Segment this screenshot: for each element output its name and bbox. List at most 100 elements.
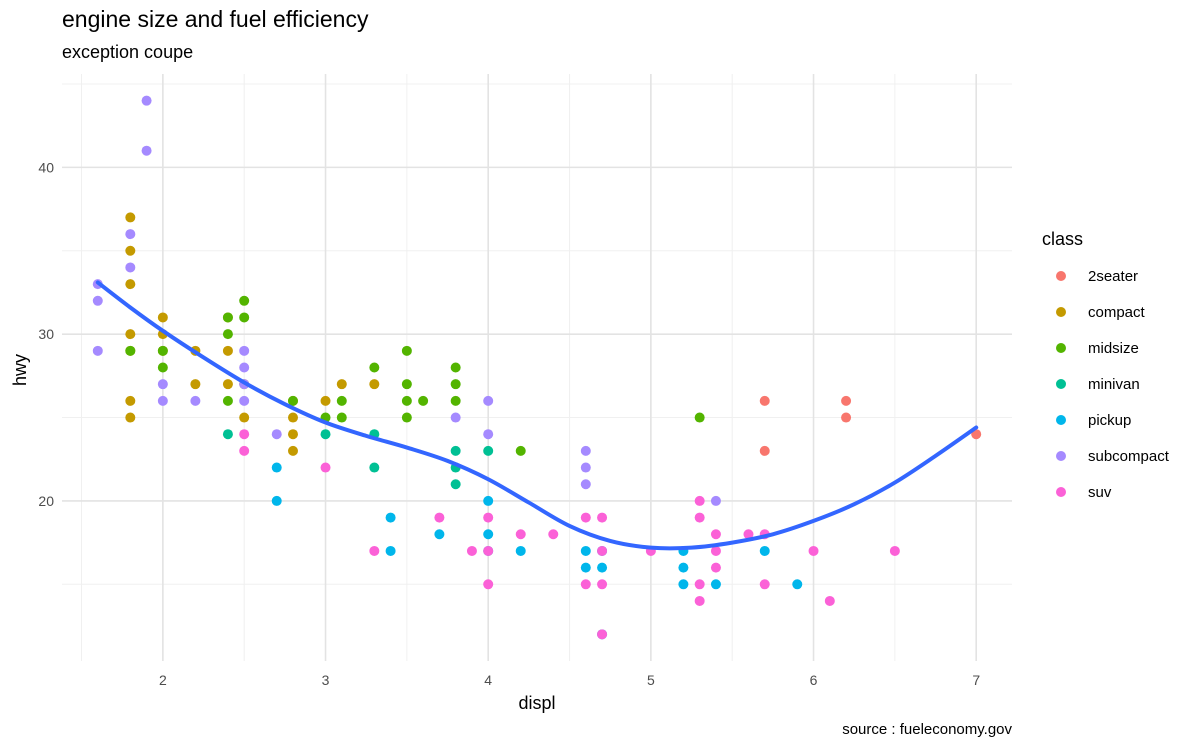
data-point-subcompact [125,229,136,240]
data-point-midsize [239,312,250,323]
data-point-pickup [385,512,396,523]
data-point-compact [190,379,201,390]
data-point-suv [239,445,250,456]
x-tick-label: 2 [159,672,167,688]
data-point-midsize [222,329,233,340]
legend-key-2seater [1056,271,1066,281]
data-point-compact [125,329,136,340]
data-point-suv [515,529,526,540]
data-point-midsize [369,362,380,373]
data-point-2seater [841,395,852,406]
data-point-suv [759,579,770,590]
data-point-pickup [271,495,282,506]
legend-label-2seater: 2seater [1088,268,1138,285]
data-point-midsize [157,362,168,373]
data-point-suv [808,545,819,556]
legend-key-midsize [1056,343,1066,353]
data-point-midsize [450,379,461,390]
data-point-suv [694,495,705,506]
data-point-pickup [385,545,396,556]
data-point-subcompact [580,479,591,490]
data-point-compact [287,445,298,456]
data-point-midsize [125,345,136,356]
data-point-suv [580,579,591,590]
data-point-subcompact [157,395,168,406]
data-point-midsize [401,395,412,406]
data-point-suv [743,529,754,540]
x-tick-label: 7 [972,672,980,688]
legend-label-compact: compact [1088,304,1146,321]
data-point-suv [369,545,380,556]
smooth-curve [95,280,979,551]
data-point-subcompact [141,95,152,106]
data-point-subcompact [710,495,721,506]
data-point-pickup [515,545,526,556]
data-point-midsize [401,345,412,356]
data-point-midsize [515,445,526,456]
data-point-2seater [841,412,852,423]
data-point-pickup [483,529,494,540]
y-axis-ticks: 20 30 40 [38,159,54,509]
data-point-subcompact [239,345,250,356]
data-point-midsize [450,395,461,406]
data-point-compact [320,395,331,406]
data-point-midsize [239,295,250,306]
data-point-subcompact [141,145,152,156]
data-point-suv [239,429,250,440]
data-point-suv [824,595,835,606]
data-point-subcompact [190,395,201,406]
data-point-suv [710,562,721,573]
data-point-suv [710,545,721,556]
legend-label-midsize: midsize [1088,340,1139,357]
data-point-midsize [450,362,461,373]
data-point-subcompact [271,429,282,440]
x-axis-title: displ [518,693,555,713]
data-point-suv [597,579,608,590]
data-point-midsize [222,312,233,323]
data-point-minivan [369,462,380,473]
data-point-midsize [694,412,705,423]
data-point-suv [483,512,494,523]
data-point-midsize [336,395,347,406]
legend-title: class [1042,229,1083,249]
y-tick-label: 20 [38,493,54,509]
data-point-subcompact [483,429,494,440]
data-points [92,95,982,640]
data-point-minivan [483,445,494,456]
data-point-minivan [450,479,461,490]
legend-key-suv [1056,487,1066,497]
chart-title: engine size and fuel efficiency [62,6,369,32]
data-point-suv [483,545,494,556]
x-tick-label: 5 [647,672,655,688]
smooth-trend-line [95,280,979,551]
data-point-midsize [157,345,168,356]
data-point-pickup [759,545,770,556]
data-point-compact [287,412,298,423]
data-point-pickup [483,495,494,506]
data-point-compact [125,279,136,290]
data-point-midsize [401,412,412,423]
data-point-suv [694,512,705,523]
data-point-2seater [759,395,770,406]
data-point-midsize [222,395,233,406]
data-point-pickup [434,529,445,540]
data-point-pickup [678,562,689,573]
data-point-compact [222,379,233,390]
data-point-compact [125,412,136,423]
data-point-suv [597,629,608,640]
data-point-subcompact [125,262,136,273]
y-axis-title: hwy [10,354,30,386]
data-point-subcompact [239,362,250,373]
data-point-suv [548,529,559,540]
chart-subtitle: exception coupe [62,42,194,62]
data-point-compact [125,245,136,256]
data-point-subcompact [580,445,591,456]
data-point-pickup [678,579,689,590]
legend-key-compact [1056,307,1066,317]
data-point-suv [889,545,900,556]
legend-key-subcompact [1056,451,1066,461]
data-point-midsize [418,395,429,406]
x-tick-label: 6 [810,672,818,688]
data-point-suv [320,462,331,473]
data-point-subcompact [580,462,591,473]
